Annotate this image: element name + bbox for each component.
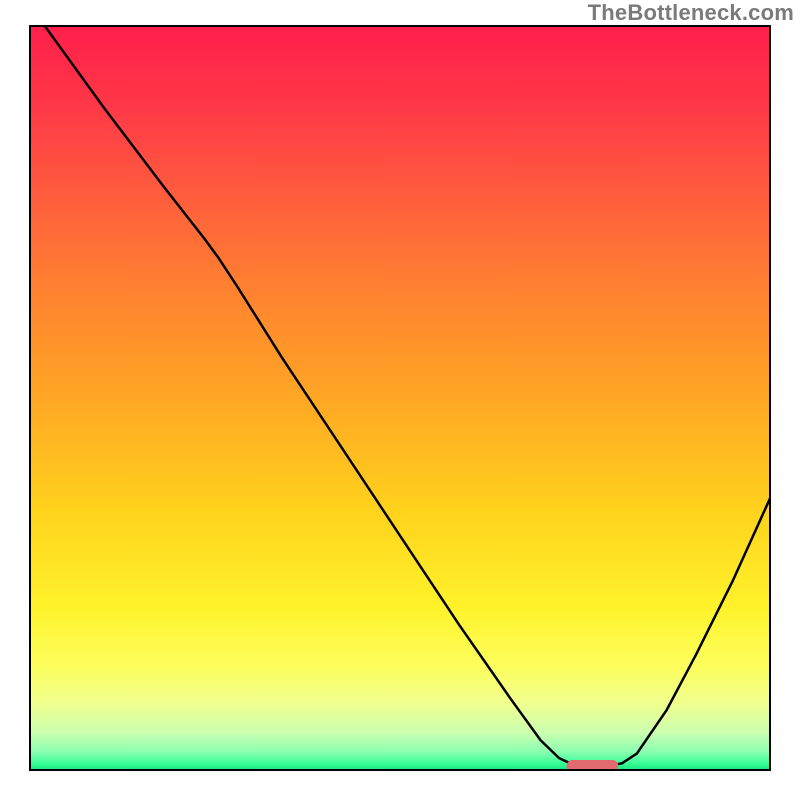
chart-container: TheBottleneck.com [0, 0, 800, 800]
plot-background [30, 26, 770, 770]
watermark-text: TheBottleneck.com [588, 0, 794, 26]
bottleneck-chart [0, 0, 800, 800]
